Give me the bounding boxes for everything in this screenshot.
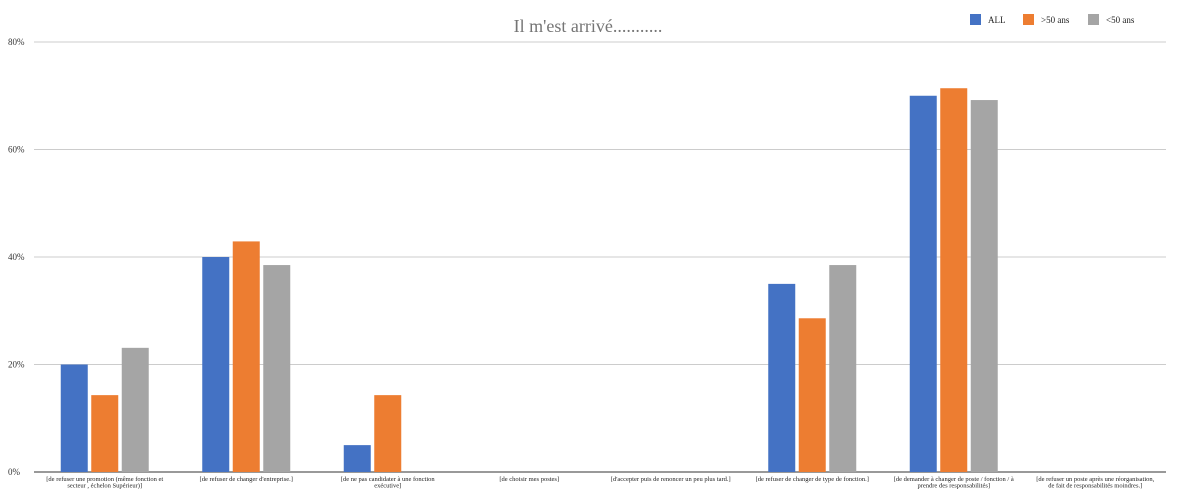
y-tick-label: 20%: [8, 360, 25, 370]
bar-50ans-0: [91, 395, 119, 472]
category-label: [de ne pas candidater à une fonction: [341, 476, 436, 483]
category-label: secteur , échelon Supérieur)]: [67, 483, 142, 489]
legend-label: ALL: [988, 15, 1006, 25]
bars: [60, 88, 998, 473]
category-label: [de choisir mes postes]: [499, 476, 559, 483]
bar-all-1: [202, 257, 230, 472]
category-labels: [de refuser une promotion (même fonction…: [46, 476, 1154, 489]
category-label: prendre des responsabilités]: [917, 483, 990, 489]
legend-swatch: [1023, 14, 1034, 25]
legend-label: <50 ans: [1106, 15, 1135, 25]
category-label: [de refuser une promotion (même fonction…: [46, 476, 163, 483]
legend: ALL >50 ans <50 ans: [970, 14, 1135, 25]
legend-label: >50 ans: [1041, 15, 1070, 25]
legend-swatch: [970, 14, 981, 25]
bar-50ans-1: [263, 265, 291, 472]
chart-title: Il m'est arrivé...........: [514, 16, 663, 36]
bar-50ans-6: [940, 88, 968, 472]
y-axis-ticks: 0% 20% 40% 60% 80%: [8, 37, 25, 477]
bar-all-2: [343, 445, 371, 472]
bar-50ans-0: [121, 347, 149, 472]
y-tick-label: 60%: [8, 145, 25, 155]
bar-all-5: [768, 283, 796, 472]
category-label: [de refuser de changer de type de foncti…: [756, 476, 869, 483]
y-tick-label: 40%: [8, 252, 25, 262]
bar-50ans-5: [829, 265, 857, 472]
category-label: [de refuser un poste après une réorganis…: [1036, 476, 1154, 483]
category-label: [de demander à changer de poste / foncti…: [894, 476, 1014, 483]
y-tick-label: 0%: [8, 467, 21, 477]
category-label: de fait de responsabilités moindres.]: [1048, 483, 1142, 489]
legend-swatch: [1088, 14, 1099, 25]
bar-all-6: [909, 95, 937, 472]
bar-50ans-2: [374, 395, 402, 472]
bar-50ans-5: [798, 318, 826, 472]
bar-50ans-1: [232, 241, 260, 472]
y-tick-label: 80%: [8, 37, 25, 47]
category-label: [de refuser de changer d'entreprise.]: [200, 476, 293, 483]
bar-50ans-6: [970, 100, 998, 473]
category-label: [d'accepter puis de renoncer un peu plus…: [611, 476, 731, 483]
bar-all-0: [60, 364, 88, 472]
category-label: exécutive]: [374, 483, 401, 489]
